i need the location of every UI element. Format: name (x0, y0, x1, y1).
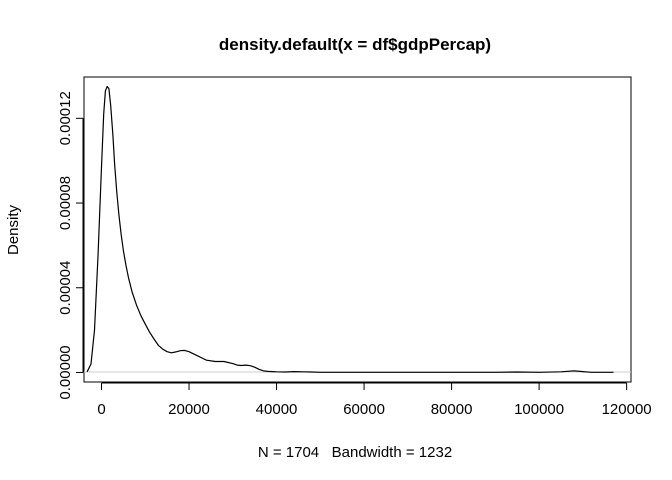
y-axis: 0.00000 0.00004 0.00008 0.00012 (57, 91, 84, 400)
x-tick-label: 80000 (431, 401, 473, 418)
x-tick-label: 0 (97, 401, 105, 418)
x-tick-label: 20000 (168, 401, 210, 418)
x-tick-label: 100000 (514, 401, 564, 418)
x-axis-label: N = 1704 Bandwidth = 1232 (258, 444, 452, 461)
x-tick-label: 60000 (343, 401, 385, 418)
y-tick-label: 0.00000 (57, 345, 74, 399)
y-tick-label: 0.00012 (57, 91, 74, 145)
x-tick-label: 120000 (602, 401, 652, 418)
chart-title: density.default(x = df$gdpPercap) (219, 35, 491, 54)
y-axis-label: Density (5, 204, 22, 255)
x-tick-label: 40000 (256, 401, 298, 418)
y-tick-label: 0.00004 (57, 261, 74, 315)
density-curve (86, 85, 614, 373)
x-axis: 0 20000 40000 60000 80000 100000 120000 (97, 382, 652, 418)
y-tick-label: 0.00008 (57, 176, 74, 230)
plot-frame (83, 76, 632, 383)
